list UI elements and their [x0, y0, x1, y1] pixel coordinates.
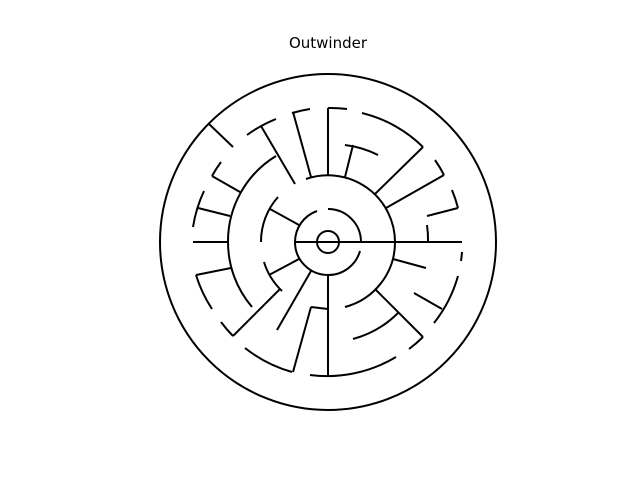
maze-wall: [309, 356, 397, 378]
maze-title: Outwinder: [288, 34, 368, 52]
maze-wall: [263, 261, 283, 292]
maze-wall: [305, 174, 397, 308]
maze-wall: [327, 106, 348, 110]
maze-wall: [434, 159, 445, 176]
maze-wall: [292, 306, 312, 373]
maze-wall: [310, 306, 329, 310]
outer-wall: [159, 73, 497, 411]
maze-wall: [292, 111, 312, 178]
maze-wall: [426, 224, 430, 243]
maze-wall: [327, 208, 362, 243]
maze-wall: [211, 161, 222, 177]
maze-wall: [195, 267, 232, 276]
maze-wall: [260, 125, 296, 185]
maze-wall: [374, 146, 424, 195]
maze-wall: [226, 155, 277, 308]
maze-wall: [392, 258, 427, 269]
maze-wall: [433, 275, 459, 324]
maze-wall: [291, 108, 311, 114]
maze-wall: [344, 144, 354, 178]
maze-wall: [192, 190, 205, 228]
maze-wall: [259, 196, 279, 243]
maze-wall: [375, 289, 424, 338]
maze-wall: [361, 112, 424, 148]
maze-wall: [293, 210, 361, 277]
maze-wall: [211, 175, 241, 193]
maze-wall: [352, 312, 399, 340]
maze-wall: [408, 336, 424, 350]
maze-wall: [232, 288, 281, 337]
maze-wall: [276, 270, 312, 331]
maze-wall: [208, 123, 234, 148]
maze-wall: [451, 189, 459, 209]
maze-wall: [460, 251, 463, 262]
maze-wall: [268, 258, 300, 276]
maze-wall: [197, 207, 231, 217]
maze-wall: [244, 347, 293, 373]
maze-wall: [269, 208, 300, 226]
maze-wall: [220, 321, 234, 337]
maze-wall: [413, 292, 443, 310]
maze-wall: [344, 144, 379, 156]
maze-wall: [195, 274, 213, 310]
maze-wall: [385, 174, 445, 209]
maze-wall: [426, 207, 459, 217]
